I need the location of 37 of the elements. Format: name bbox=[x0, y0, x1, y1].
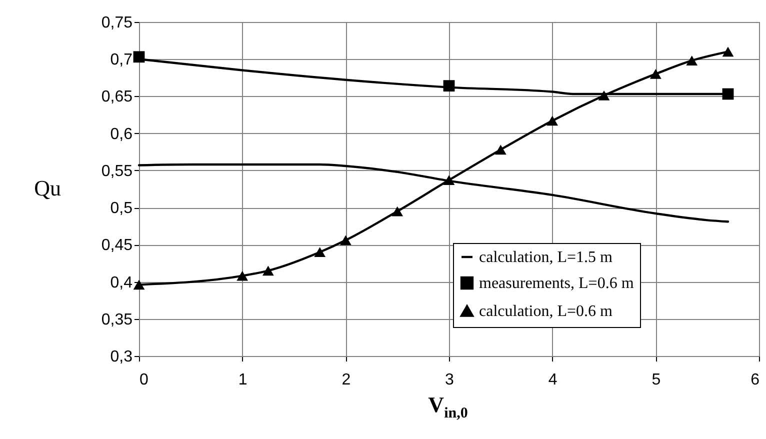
point bbox=[262, 266, 274, 276]
x-tick-label: 1 bbox=[238, 372, 248, 388]
point bbox=[392, 206, 404, 216]
y-axis-title: Qu bbox=[34, 176, 61, 200]
point bbox=[494, 144, 506, 155]
x-tick-label: 3 bbox=[445, 372, 454, 388]
legend-label: calculation, L=0.6 m bbox=[479, 303, 613, 320]
y-tick-label: 0,3 bbox=[110, 348, 133, 366]
point bbox=[133, 51, 145, 63]
legend-label: measurements, L=0.6 m bbox=[479, 275, 634, 292]
y-tick-label: 0,75 bbox=[101, 14, 133, 32]
point bbox=[546, 116, 558, 126]
y-tick-label: 0,6 bbox=[110, 126, 133, 143]
y-tick-label: 0,55 bbox=[101, 162, 133, 180]
x-tick-label: 4 bbox=[548, 372, 558, 388]
x-tick-label: 0 bbox=[140, 372, 148, 388]
point bbox=[598, 90, 610, 100]
x-tick-label: 2 bbox=[342, 372, 351, 388]
point bbox=[686, 56, 698, 66]
x-axis-title: V$_{in,0}$ bbox=[427, 392, 469, 422]
point bbox=[340, 235, 352, 246]
y-tick-label: 0,4 bbox=[110, 274, 133, 292]
point bbox=[236, 270, 248, 281]
point bbox=[314, 247, 326, 258]
y-tick-label: 0,5 bbox=[110, 200, 133, 218]
y-tick-label: 0,7 bbox=[110, 52, 133, 69]
point bbox=[722, 88, 734, 100]
legend-label: calculation, L=1.5 m bbox=[479, 249, 613, 266]
point bbox=[722, 46, 734, 57]
point bbox=[133, 280, 145, 290]
x-tick-label: 5 bbox=[652, 372, 661, 388]
point bbox=[650, 69, 662, 79]
y-tick-label: 0,35 bbox=[101, 311, 133, 328]
point bbox=[443, 80, 455, 92]
y-tick-label: 0,45 bbox=[101, 237, 133, 254]
x-tick-label: 6 bbox=[750, 372, 760, 388]
y-tick-label: 0,65 bbox=[101, 88, 133, 106]
